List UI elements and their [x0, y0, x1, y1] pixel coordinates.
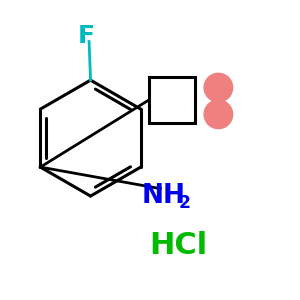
Circle shape: [204, 100, 233, 129]
Text: HCl: HCl: [149, 231, 207, 260]
Text: NH: NH: [141, 183, 185, 209]
Text: F: F: [78, 24, 94, 48]
Bar: [148, 77, 195, 123]
Text: 2: 2: [178, 194, 190, 211]
Circle shape: [204, 73, 233, 102]
